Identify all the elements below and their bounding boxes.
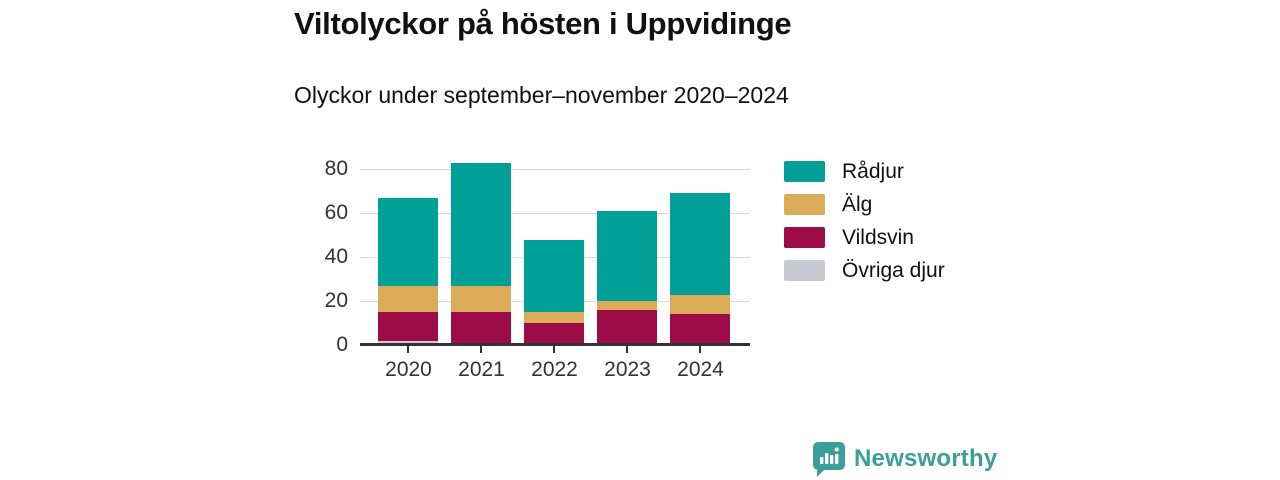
bar-segment-2022-Rådjur [524,239,584,313]
newsworthy-logo-icon [813,442,845,477]
legend-item-Vildsvin: Vildsvin [784,225,945,249]
bar-segment-2020-Älg [378,285,438,313]
legend-item-Rådjur: Rådjur [784,159,945,183]
legend-item-Övriga djur: Övriga djur [784,258,945,282]
bar-segment-2021-Vildsvin [451,312,511,343]
legend: Rådjur Älg Vildsvin Övriga djur [784,159,945,293]
bar-segment-2024-Älg [670,294,730,315]
x-tick-label-2024: 2024 [677,358,724,381]
bar-segment-2023-Älg [597,301,657,310]
legend-item-Älg: Älg [784,192,945,216]
x-tick-2024 [699,346,701,353]
legend-swatch-Älg [784,194,825,215]
legend-label-Rådjur: Rådjur [842,159,904,183]
legend-swatch-Vildsvin [784,227,825,248]
bar-segment-2021-Rådjur [451,162,511,286]
bar-segment-2022-Vildsvin [524,323,584,343]
legend-swatch-Rådjur [784,161,825,182]
bar-segment-2021-Älg [451,285,511,313]
bar-segment-2024-Vildsvin [670,314,730,343]
bar-segment-2020-Vildsvin [378,312,438,341]
gridline-y80 [360,169,750,170]
bar-segment-2023-Rådjur [597,211,657,302]
bar-segment-2022-Älg [524,312,584,324]
x-tick-2023 [626,346,628,353]
y-tick-label-40: 40 [324,245,348,268]
bar-segment-2020-Övriga djur [378,340,438,343]
legend-label-Övriga djur: Övriga djur [842,258,945,282]
chart-title: Viltolyckor på hösten i Uppvidinge [294,6,792,41]
bar-segment-2024-Rådjur [670,193,730,295]
plot-area: 0 20 40 60 80 2020 2021 2022 2023 2024 [325,157,750,381]
brand-name: Newsworthy [854,445,998,472]
y-tick-label-80: 80 [324,157,348,180]
gridline-y60 [360,213,750,214]
legend-label-Älg: Älg [842,192,873,216]
x-tick-label-2023: 2023 [604,358,651,381]
bar-segment-2020-Rådjur [378,197,438,286]
legend-swatch-Övriga djur [784,260,825,281]
x-tick-2020 [407,346,409,353]
brand-footer: Newsworthy [812,441,997,477]
y-tick-label-0: 0 [336,333,348,356]
y-tick-label-20: 20 [324,289,348,312]
x-tick-label-2020: 2020 [385,358,432,381]
legend-label-Vildsvin: Vildsvin [842,225,914,249]
x-tick-2021 [480,346,482,353]
bar-segment-2023-Vildsvin [597,310,657,343]
y-tick-label-60: 60 [324,201,348,224]
chart-subtitle: Olyckor under september–november 2020–20… [294,82,789,108]
x-tick-label-2021: 2021 [458,358,505,381]
x-tick-label-2022: 2022 [531,358,578,381]
x-tick-2022 [553,346,555,353]
